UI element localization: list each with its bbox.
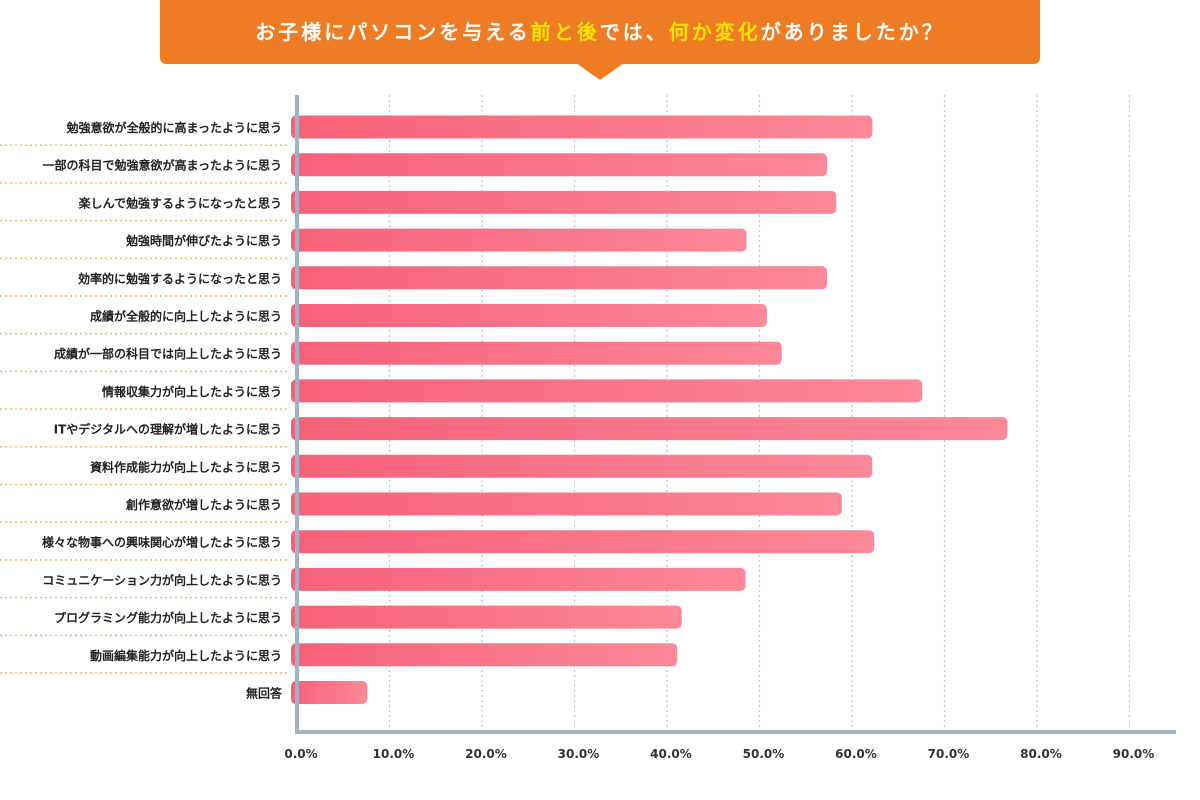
tick-label: 90.0% bbox=[1113, 747, 1155, 761]
category-label: 情報収集力が向上したように思う bbox=[102, 384, 282, 399]
bar bbox=[291, 266, 828, 290]
bar bbox=[291, 454, 873, 478]
category-label: コミュニケーション力が向上したように思う bbox=[42, 572, 282, 587]
tick-label: 60.0% bbox=[835, 747, 877, 761]
bar bbox=[291, 681, 368, 704]
category-label: 成績が一部の科目では向上したように思う bbox=[54, 346, 282, 361]
chart-title: お子様にパソコンを与える前と後では、何か変化がありましたか？ bbox=[160, 0, 1040, 64]
title-highlight-before-after: 前と後 bbox=[530, 20, 600, 44]
category-label: 創作意欲が増したように思う bbox=[125, 497, 282, 512]
category-label: 効率的に勉強するようになったと思う bbox=[78, 271, 282, 286]
title-highlight-change: 何か変化 bbox=[668, 20, 761, 44]
category-label: ITやデジタルへの理解が増したように思う bbox=[54, 422, 282, 437]
tick-label: 0.0% bbox=[284, 747, 317, 761]
title-part-pre: お子様にパソコンを与える bbox=[255, 20, 531, 44]
bar bbox=[291, 530, 875, 554]
tick-label: 10.0% bbox=[373, 747, 415, 761]
tick-label: 30.0% bbox=[558, 747, 600, 761]
grid-lines bbox=[388, 95, 1131, 732]
bars bbox=[291, 115, 1008, 704]
bar bbox=[291, 379, 923, 403]
bar bbox=[291, 115, 873, 139]
category-labels: 勉強意欲が全般的に高まったように思う一部の科目で勉強意欲が高まったように思う楽し… bbox=[42, 120, 283, 701]
title-part-mid: では、 bbox=[599, 20, 669, 44]
category-label: 動画編集能力が向上したように思う bbox=[90, 648, 282, 663]
category-label: 一部の科目で勉強意欲が高まったように思う bbox=[42, 158, 282, 173]
bar bbox=[291, 567, 746, 591]
tick-label: 20.0% bbox=[465, 747, 507, 761]
bar bbox=[291, 153, 828, 177]
bar bbox=[291, 492, 842, 516]
title-pointer bbox=[576, 63, 624, 80]
bar bbox=[291, 605, 682, 629]
bar bbox=[291, 341, 782, 365]
bar bbox=[291, 643, 678, 667]
tick-label: 50.0% bbox=[743, 747, 785, 761]
tick-labels: 0.0% 10.0% 20.0% 30.0% 40.0% 50.0% 60.0% 70.0% 8… bbox=[284, 747, 1154, 761]
row-separators bbox=[0, 144, 290, 674]
category-label: 楽しんで勉強するようになったと思う bbox=[79, 195, 282, 210]
tick-label: 70.0% bbox=[928, 747, 970, 761]
bar bbox=[291, 190, 837, 214]
category-label: 様々な物事への興味関心が増したように思う bbox=[42, 535, 282, 550]
title-part-post: がありましたか？ bbox=[760, 20, 945, 44]
category-label: 資料作成能力が向上したように思う bbox=[90, 459, 282, 474]
bar bbox=[291, 304, 767, 327]
bar bbox=[291, 228, 747, 252]
tick-label: 80.0% bbox=[1020, 747, 1062, 761]
bar bbox=[291, 417, 1008, 441]
title-banner: お子様にパソコンを与える前と後では、何か変化がありましたか？ bbox=[160, 0, 1040, 80]
title-bar bbox=[160, 0, 1040, 64]
category-label: プログラミング能力が向上したように思う bbox=[54, 610, 282, 625]
category-label: 勉強時間が伸びたように思う bbox=[125, 233, 282, 248]
category-label: 無回答 bbox=[246, 686, 283, 701]
tick-label: 40.0% bbox=[650, 747, 692, 761]
axes bbox=[295, 95, 1176, 734]
category-label: 成績が全般的に向上したように思う bbox=[90, 309, 282, 324]
category-label: 勉強意欲が全般的に高まったように思う bbox=[65, 120, 282, 135]
